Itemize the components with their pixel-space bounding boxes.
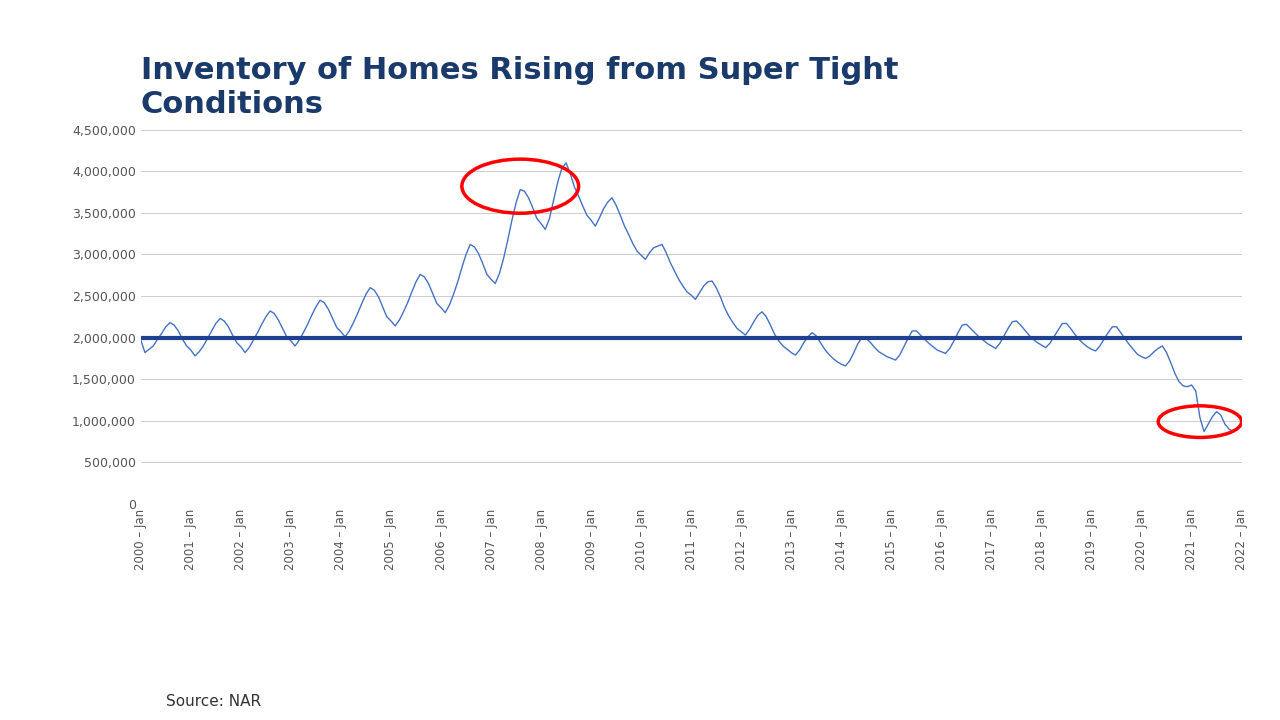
Text: Inventory of Homes Rising from Super Tight
Conditions: Inventory of Homes Rising from Super Tig… [141, 56, 899, 119]
Text: Source: NAR: Source: NAR [166, 693, 261, 708]
